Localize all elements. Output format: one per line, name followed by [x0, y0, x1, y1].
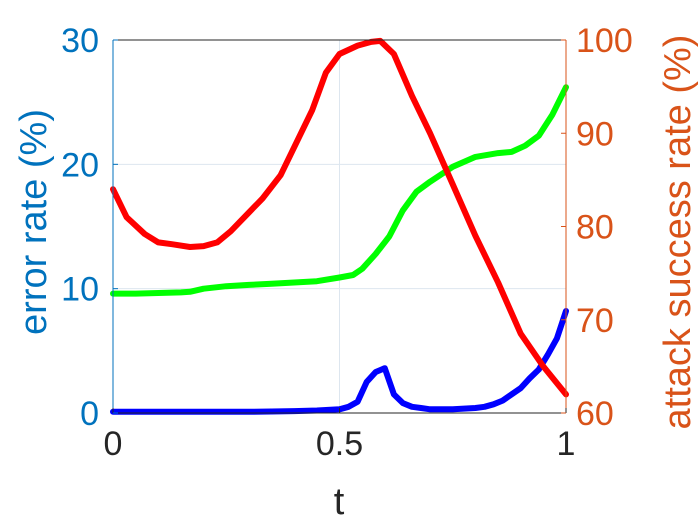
y-right-tick-label-3: 90: [576, 115, 614, 153]
x-tick-label-1: 0.5: [316, 425, 363, 463]
y-left-tick-label-0: 0: [80, 395, 99, 433]
y-left-tick-label-1: 10: [61, 271, 99, 309]
y-right-tick-label-1: 70: [576, 302, 614, 340]
y-right-tick-label-0: 60: [576, 395, 614, 433]
series-line-0: [110, 308, 569, 415]
y-left-tick-label-2: 20: [61, 146, 99, 184]
x-tick-label-2: 1: [557, 425, 576, 463]
y-right-tick-label-4: 100: [576, 22, 633, 60]
series-line-1: [110, 84, 569, 297]
y-left-axis-label: error rate (%): [13, 109, 55, 335]
y-right-tick-label-2: 80: [576, 209, 614, 247]
series-line-2: [110, 37, 569, 398]
series-group: [110, 37, 569, 415]
x-tick-label-0: 0: [104, 425, 123, 463]
x-axis-label: t: [334, 481, 345, 523]
y-left-tick-label-3: 30: [61, 22, 99, 60]
grid-lines: [112, 39, 567, 414]
axes: [112, 39, 567, 414]
y-right-axis-label: attack success rate (%): [657, 35, 699, 430]
